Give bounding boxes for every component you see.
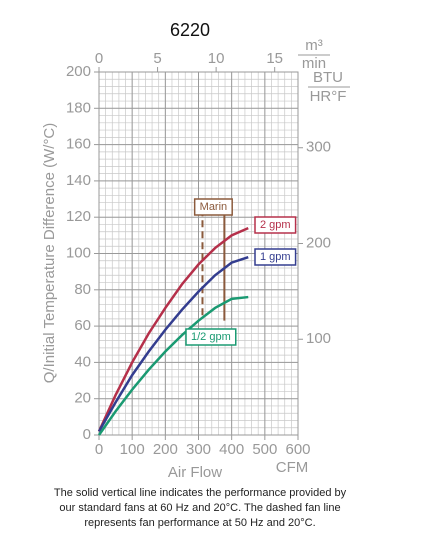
- y-tick-label: 0: [83, 426, 91, 443]
- x-axis-unit: CFM: [276, 459, 309, 476]
- x-tick-label: 300: [186, 441, 211, 458]
- x2-tick-label: 5: [153, 50, 161, 67]
- series-line: [97, 255, 249, 432]
- series-line: [97, 226, 249, 432]
- series-label-box: [254, 216, 297, 234]
- y-tick-label: 140: [66, 172, 91, 189]
- caption-line: represents fan performance at 50 Hz and …: [84, 517, 315, 529]
- y-tick-label: 120: [66, 208, 91, 225]
- chart-title: 6220: [170, 20, 210, 40]
- series-label-box: [254, 248, 297, 266]
- y-tick-label: 80: [74, 281, 91, 298]
- x2-unit-denominator: min: [302, 55, 326, 72]
- x2-tick-label: 0: [95, 50, 103, 67]
- series-label: 2 gpm: [260, 219, 291, 231]
- x-tick-label: 400: [219, 441, 244, 458]
- series-line: [97, 295, 249, 436]
- y-tick-label: 20: [74, 390, 91, 407]
- y2-unit-numerator: BTU: [313, 69, 343, 86]
- series-label: 1/2 gpm: [191, 331, 231, 343]
- x-tick-label: 100: [120, 441, 145, 458]
- series-label-box: [185, 328, 237, 346]
- series-label: 1 gpm: [260, 251, 291, 263]
- x-tick-label: 0: [95, 441, 103, 458]
- y-tick-label: 60: [74, 317, 91, 334]
- x-tick-label: 500: [252, 441, 277, 458]
- caption-line: our standard fans at 60 Hz and 20°C. The…: [59, 502, 340, 514]
- y2-tick-label: 100: [306, 330, 331, 347]
- y2-unit-denominator: HR°F: [310, 88, 347, 105]
- x-axis-label: Air Flow: [168, 464, 222, 481]
- y-tick-label: 160: [66, 136, 91, 153]
- caption-line: The solid vertical line indicates the pe…: [54, 487, 347, 499]
- y-axis-label: Q/Initial Temperature Difference (W/°C): [41, 123, 58, 384]
- x2-tick-label: 15: [266, 50, 283, 67]
- y2-tick-label: 200: [306, 234, 331, 251]
- y-tick-label: 40: [74, 353, 91, 370]
- y-tick-label: 200: [66, 63, 91, 80]
- x-tick-label: 200: [153, 441, 178, 458]
- x2-tick-label: 10: [208, 50, 225, 67]
- x-tick-label: 600: [285, 441, 310, 458]
- y-tick-label: 100: [66, 244, 91, 261]
- x2-unit-numerator: m³: [305, 37, 323, 54]
- fan-line-label-box: [193, 198, 233, 216]
- plot-frame: [98, 71, 299, 436]
- y2-tick-label: 300: [306, 139, 331, 156]
- fan-line-label: Marin: [200, 201, 228, 213]
- y-tick-label: 180: [66, 99, 91, 116]
